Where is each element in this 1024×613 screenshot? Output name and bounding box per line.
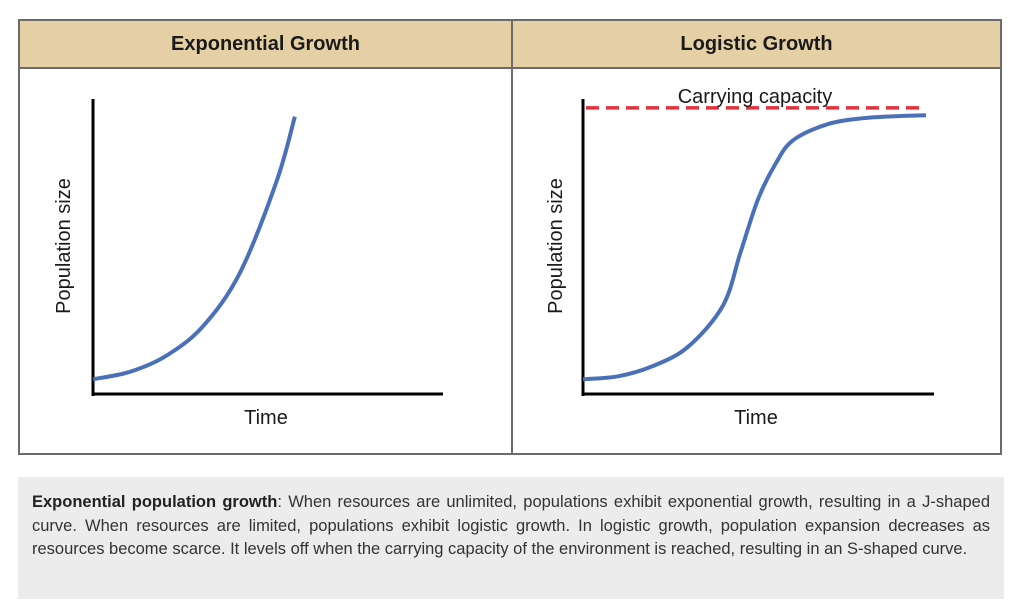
exp-y-label: Population size [53,178,75,314]
panel-title-exponential: Exponential Growth [20,21,511,69]
exp-series-line [92,116,297,382]
figure-frame: Exponential Growth Logistic Growth [18,19,1002,455]
caption-text: : When resources are unlimited, populati… [32,493,990,558]
log-series-line [582,113,927,382]
figure-caption: Exponential population growth: When reso… [18,477,1004,599]
exp-x-label: Time [244,407,288,429]
logistic-chart: Carrying capacity Time Population size [545,86,934,429]
panel-divider [511,21,513,453]
log-y-label: Population size [545,178,567,314]
exponential-chart: Time Population size [53,99,443,429]
panel-title-logistic: Logistic Growth [513,21,1000,69]
caption-term: Exponential population growth [32,493,278,511]
carrying-capacity-label: Carrying capacity [678,86,833,108]
log-x-label: Time [734,407,778,429]
